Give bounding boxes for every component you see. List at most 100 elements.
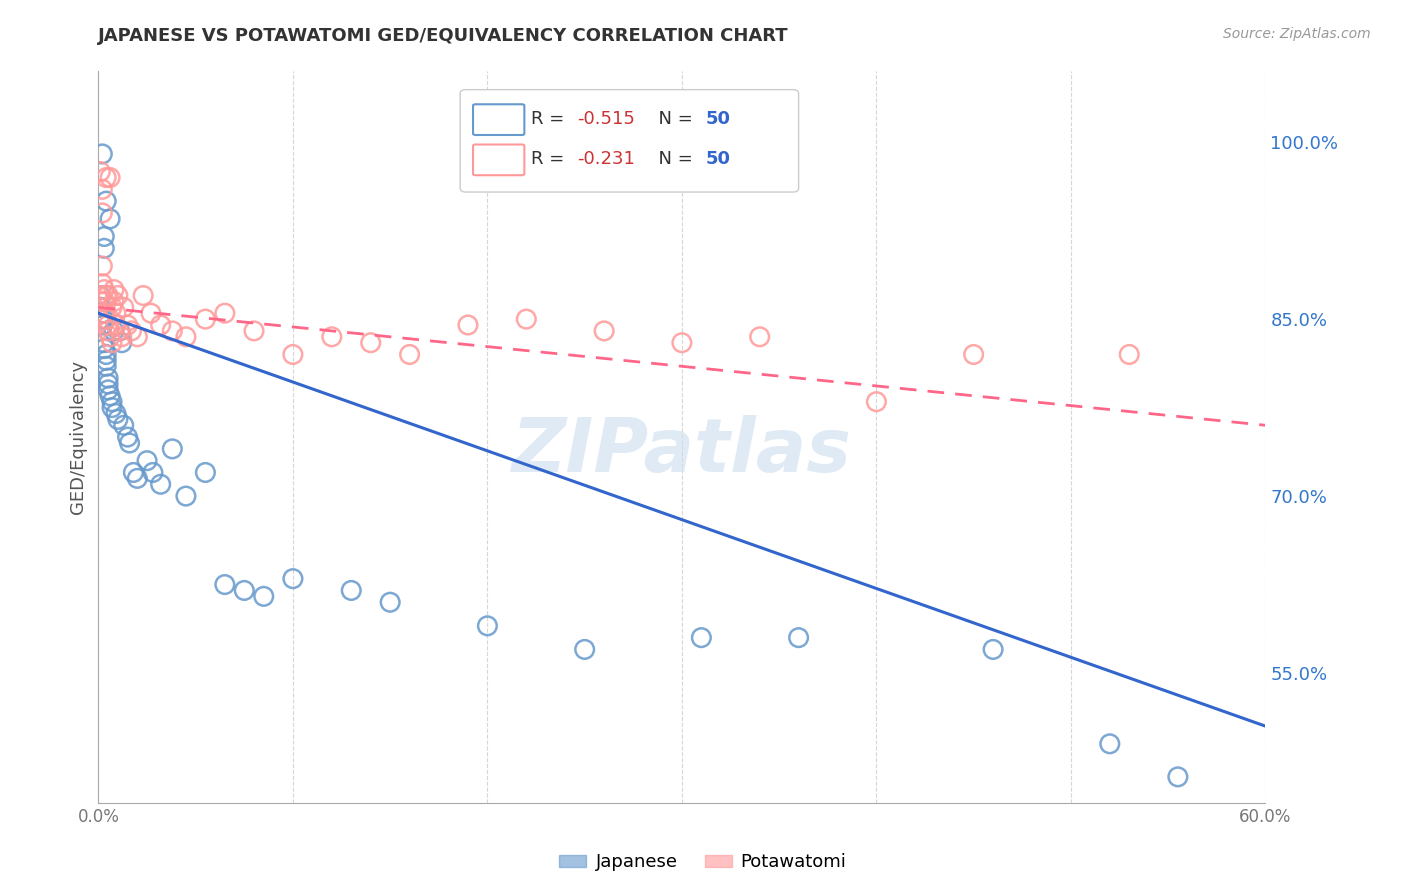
Point (96, 353, 118, 368)
Point (281, 347, 304, 361)
Text: R =: R = (531, 150, 571, 168)
Point (149, 318, 172, 332)
Point (398, 347, 420, 361)
Point (340, 583, 363, 598)
Point (104, 318, 127, 332)
Point (139, 306, 162, 320)
Point (91, 277, 114, 291)
Point (96, 288, 118, 302)
Point (97, 376, 120, 391)
Point (104, 407, 127, 421)
Text: 50: 50 (706, 110, 730, 128)
Text: N =: N = (647, 150, 699, 168)
Point (101, 394, 124, 409)
Point (457, 318, 479, 332)
Point (214, 577, 236, 591)
Point (360, 335, 382, 350)
Point (574, 642, 596, 657)
Point (101, 401, 124, 415)
FancyBboxPatch shape (472, 104, 524, 135)
Point (865, 394, 887, 409)
Point (101, 301, 124, 315)
Point (112, 301, 135, 315)
Y-axis label: GED/Equivalency: GED/Equivalency (69, 360, 87, 514)
Point (96, 170, 118, 185)
Point (149, 477, 172, 491)
Point (93, 283, 115, 297)
Point (91, 306, 114, 320)
Point (111, 335, 134, 350)
Point (136, 453, 159, 467)
Point (1167, 770, 1189, 784)
Point (162, 324, 184, 338)
FancyBboxPatch shape (472, 145, 524, 175)
Point (107, 288, 129, 302)
Point (117, 430, 139, 444)
Point (142, 466, 165, 480)
Text: -0.231: -0.231 (576, 150, 634, 168)
Point (103, 294, 125, 309)
Text: Source: ZipAtlas.com: Source: ZipAtlas.com (1223, 27, 1371, 41)
Point (477, 619, 499, 633)
Point (93, 335, 115, 350)
Point (121, 324, 143, 338)
Point (89, 288, 111, 302)
Point (174, 330, 197, 344)
Point (103, 324, 125, 338)
Point (107, 412, 129, 426)
Point (112, 418, 135, 433)
Point (97, 318, 120, 332)
Point (118, 436, 141, 450)
Point (378, 595, 402, 609)
Point (194, 466, 217, 480)
Point (108, 324, 131, 338)
Point (103, 283, 125, 297)
Point (690, 631, 713, 645)
Point (97, 371, 120, 385)
Point (93, 342, 115, 356)
Point (93, 294, 115, 309)
Point (122, 466, 145, 480)
Point (253, 590, 276, 604)
Point (98, 389, 121, 403)
Point (93, 229, 115, 244)
Point (91, 147, 114, 161)
Legend: Japanese, Potawatomi: Japanese, Potawatomi (553, 847, 853, 879)
FancyBboxPatch shape (460, 90, 799, 192)
Point (98, 211, 121, 226)
Point (174, 489, 197, 503)
Text: -0.515: -0.515 (576, 110, 634, 128)
Point (233, 583, 256, 598)
Point (104, 306, 127, 320)
Point (89, 301, 111, 315)
Point (962, 347, 984, 361)
Point (93, 241, 115, 255)
Point (97, 324, 120, 338)
Point (91, 206, 114, 220)
Point (1118, 347, 1140, 361)
Point (93, 306, 115, 320)
Point (515, 312, 537, 326)
Point (91, 318, 114, 332)
Point (111, 330, 134, 344)
Point (787, 631, 810, 645)
Point (117, 318, 139, 332)
Text: ZIPatlas: ZIPatlas (512, 415, 852, 488)
Point (194, 312, 217, 326)
Point (132, 288, 155, 302)
Point (1098, 737, 1121, 751)
Point (96, 359, 118, 374)
Point (97, 383, 120, 397)
Point (98, 330, 121, 344)
Point (98, 170, 121, 185)
Point (127, 330, 149, 344)
Point (593, 324, 616, 338)
Point (91, 182, 114, 196)
Point (127, 471, 149, 485)
Text: N =: N = (647, 110, 699, 128)
Point (101, 335, 124, 350)
Point (281, 572, 304, 586)
Point (96, 312, 118, 326)
Text: R =: R = (531, 110, 571, 128)
Point (981, 642, 1004, 657)
